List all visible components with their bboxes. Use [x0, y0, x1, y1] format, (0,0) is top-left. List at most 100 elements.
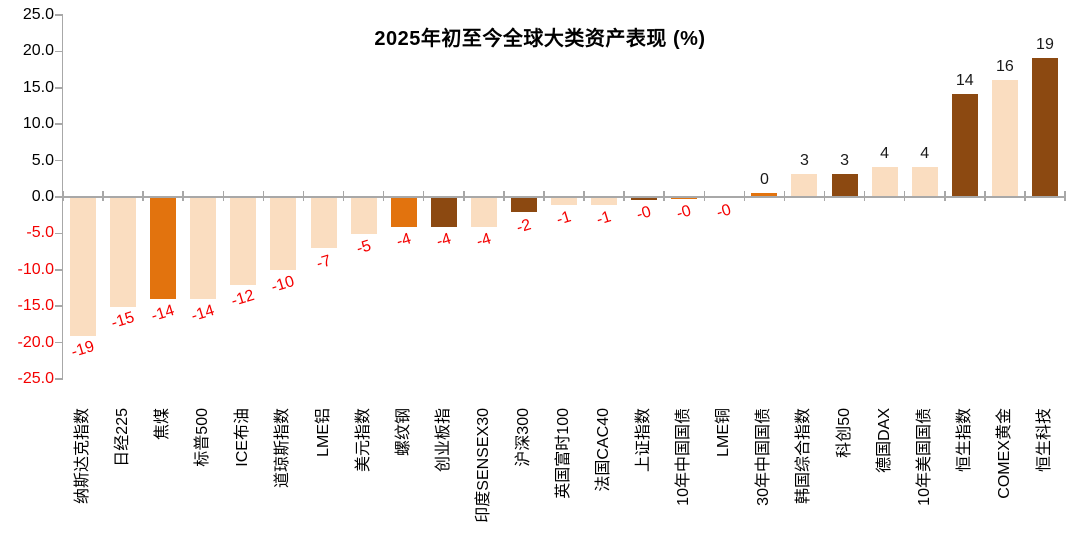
x-axis-tick	[503, 191, 505, 201]
x-category-label-沪深300: 沪深300	[514, 408, 532, 467]
y-axis-tick-label: 0.0	[31, 188, 54, 205]
y-axis-tick-label: 25.0	[22, 6, 54, 23]
bar-10年中国国债	[671, 197, 698, 199]
bar-value-label: 0	[759, 171, 769, 189]
y-axis-tick-label: -5.0	[26, 224, 54, 242]
x-axis-tick	[382, 191, 385, 201]
bar-value-label: -0	[714, 201, 734, 223]
bar-value-label: -14	[189, 301, 217, 325]
x-category-label-美元指数: 美元指数	[354, 408, 372, 473]
bar-value-label: 3	[840, 152, 849, 170]
bar-value-label: 14	[955, 72, 974, 90]
bar-value-label: -12	[229, 287, 257, 311]
bar-value-label: 3	[800, 152, 809, 170]
bar-10年美国国债	[911, 166, 938, 196]
y-axis-tick	[55, 87, 63, 89]
y-axis-tick	[55, 232, 63, 235]
y-axis-tick-label: -20.0	[17, 333, 54, 351]
x-axis-tick	[984, 191, 986, 201]
y-axis-tick	[55, 341, 63, 344]
x-category-label-道琼斯指数: 道琼斯指数	[274, 408, 292, 489]
x-category-label-德国DAX: 德国DAX	[875, 408, 893, 473]
y-axis-tick	[55, 50, 63, 53]
x-category-label-COMEX黄金: COMEX黄金	[995, 408, 1013, 499]
bar-value-label: -1	[594, 208, 614, 229]
bar-印度SENSEX30	[470, 197, 497, 227]
x-axis-tick	[262, 191, 265, 201]
bar-value-label: -4	[474, 230, 493, 251]
x-category-label-恒生指数: 恒生指数	[955, 408, 973, 473]
y-axis-tick	[55, 378, 63, 380]
x-axis-tick	[543, 191, 545, 201]
chart-title: 2025年初至今全球大类资产表现 (%)	[374, 28, 706, 50]
x-category-label-ICE布油: ICE布油	[234, 408, 252, 467]
bar-焦煤	[150, 197, 177, 300]
x-axis-line	[63, 196, 1065, 198]
x-category-label-创业板指: 创业板指	[434, 408, 452, 473]
bar-法国CAC40	[591, 197, 618, 205]
x-axis-tick	[422, 191, 425, 201]
x-category-label-英国富时100: 英国富时100	[555, 408, 572, 499]
x-axis-tick	[62, 191, 64, 201]
x-category-label-30年中国国债: 30年中国国债	[755, 408, 773, 506]
y-axis-tick	[55, 123, 63, 125]
bar-韩国综合指数	[791, 174, 818, 196]
bar-标普500	[190, 197, 217, 300]
bar-美元指数	[350, 197, 377, 234]
x-axis-tick	[743, 191, 746, 201]
x-category-label-印度SENSEX30: 印度SENSEX30	[474, 408, 492, 523]
y-axis-tick-label: 15.0	[22, 78, 54, 96]
x-axis-tick	[142, 191, 144, 201]
x-axis-tick	[222, 191, 225, 201]
bar-创业板指	[430, 197, 457, 227]
x-axis-tick	[783, 191, 786, 201]
bar-德国DAX	[871, 166, 898, 196]
bar-value-label: -7	[314, 252, 333, 273]
bar-value-label: -19	[69, 338, 97, 362]
bar-value-label: 16	[995, 57, 1014, 75]
y-axis-tick-label: -10.0	[17, 260, 54, 278]
bar-COMEX黄金	[991, 79, 1018, 196]
x-axis-tick	[463, 191, 465, 201]
bar-上证指数	[631, 197, 658, 200]
x-category-label-恒生科技: 恒生科技	[1035, 408, 1053, 473]
bar-沪深300	[510, 197, 537, 213]
bar-科创50	[831, 174, 858, 196]
bar-螺纹钢	[390, 197, 417, 227]
bar-日经225	[110, 197, 137, 307]
y-axis-tick	[55, 305, 63, 307]
x-axis-tick	[1024, 191, 1026, 201]
x-category-label-韩国综合指数: 韩国综合指数	[795, 408, 813, 505]
x-axis-tick	[302, 191, 305, 201]
bar-恒生指数	[951, 94, 978, 196]
bar-LME铝	[310, 197, 337, 249]
x-category-label-标普500: 标普500	[194, 408, 212, 467]
x-axis-tick	[182, 191, 184, 201]
x-category-label-螺纹钢: 螺纹钢	[394, 408, 412, 457]
bar-value-label: 4	[880, 144, 890, 162]
bar-30年中国国债	[751, 193, 778, 196]
x-axis-tick	[944, 191, 946, 201]
x-axis-tick	[1064, 191, 1066, 201]
y-axis-tick-label: 20.0	[22, 42, 54, 60]
x-category-label-焦煤: 焦煤	[154, 408, 172, 441]
x-axis-tick	[623, 191, 625, 201]
x-category-label-法国CAC40: 法国CAC40	[595, 408, 613, 492]
y-axis-tick	[55, 14, 63, 16]
y-axis-tick	[55, 159, 63, 162]
x-axis-tick	[583, 191, 585, 201]
x-category-label-10年中国国债: 10年中国国债	[675, 408, 693, 506]
y-axis-tick	[55, 269, 63, 271]
y-axis-tick-label: -15.0	[17, 297, 54, 315]
x-category-label-LME铜: LME铜	[715, 408, 733, 457]
bar-value-label: 19	[1036, 35, 1054, 53]
bar-道琼斯指数	[270, 197, 297, 271]
y-axis-tick-label: 5.0	[31, 151, 54, 169]
x-axis-tick	[863, 191, 866, 201]
x-axis-tick	[703, 191, 706, 201]
x-axis-tick	[342, 191, 345, 201]
bar-恒生科技	[1031, 57, 1058, 196]
x-axis-tick	[102, 191, 104, 201]
y-axis-tick	[55, 196, 63, 198]
